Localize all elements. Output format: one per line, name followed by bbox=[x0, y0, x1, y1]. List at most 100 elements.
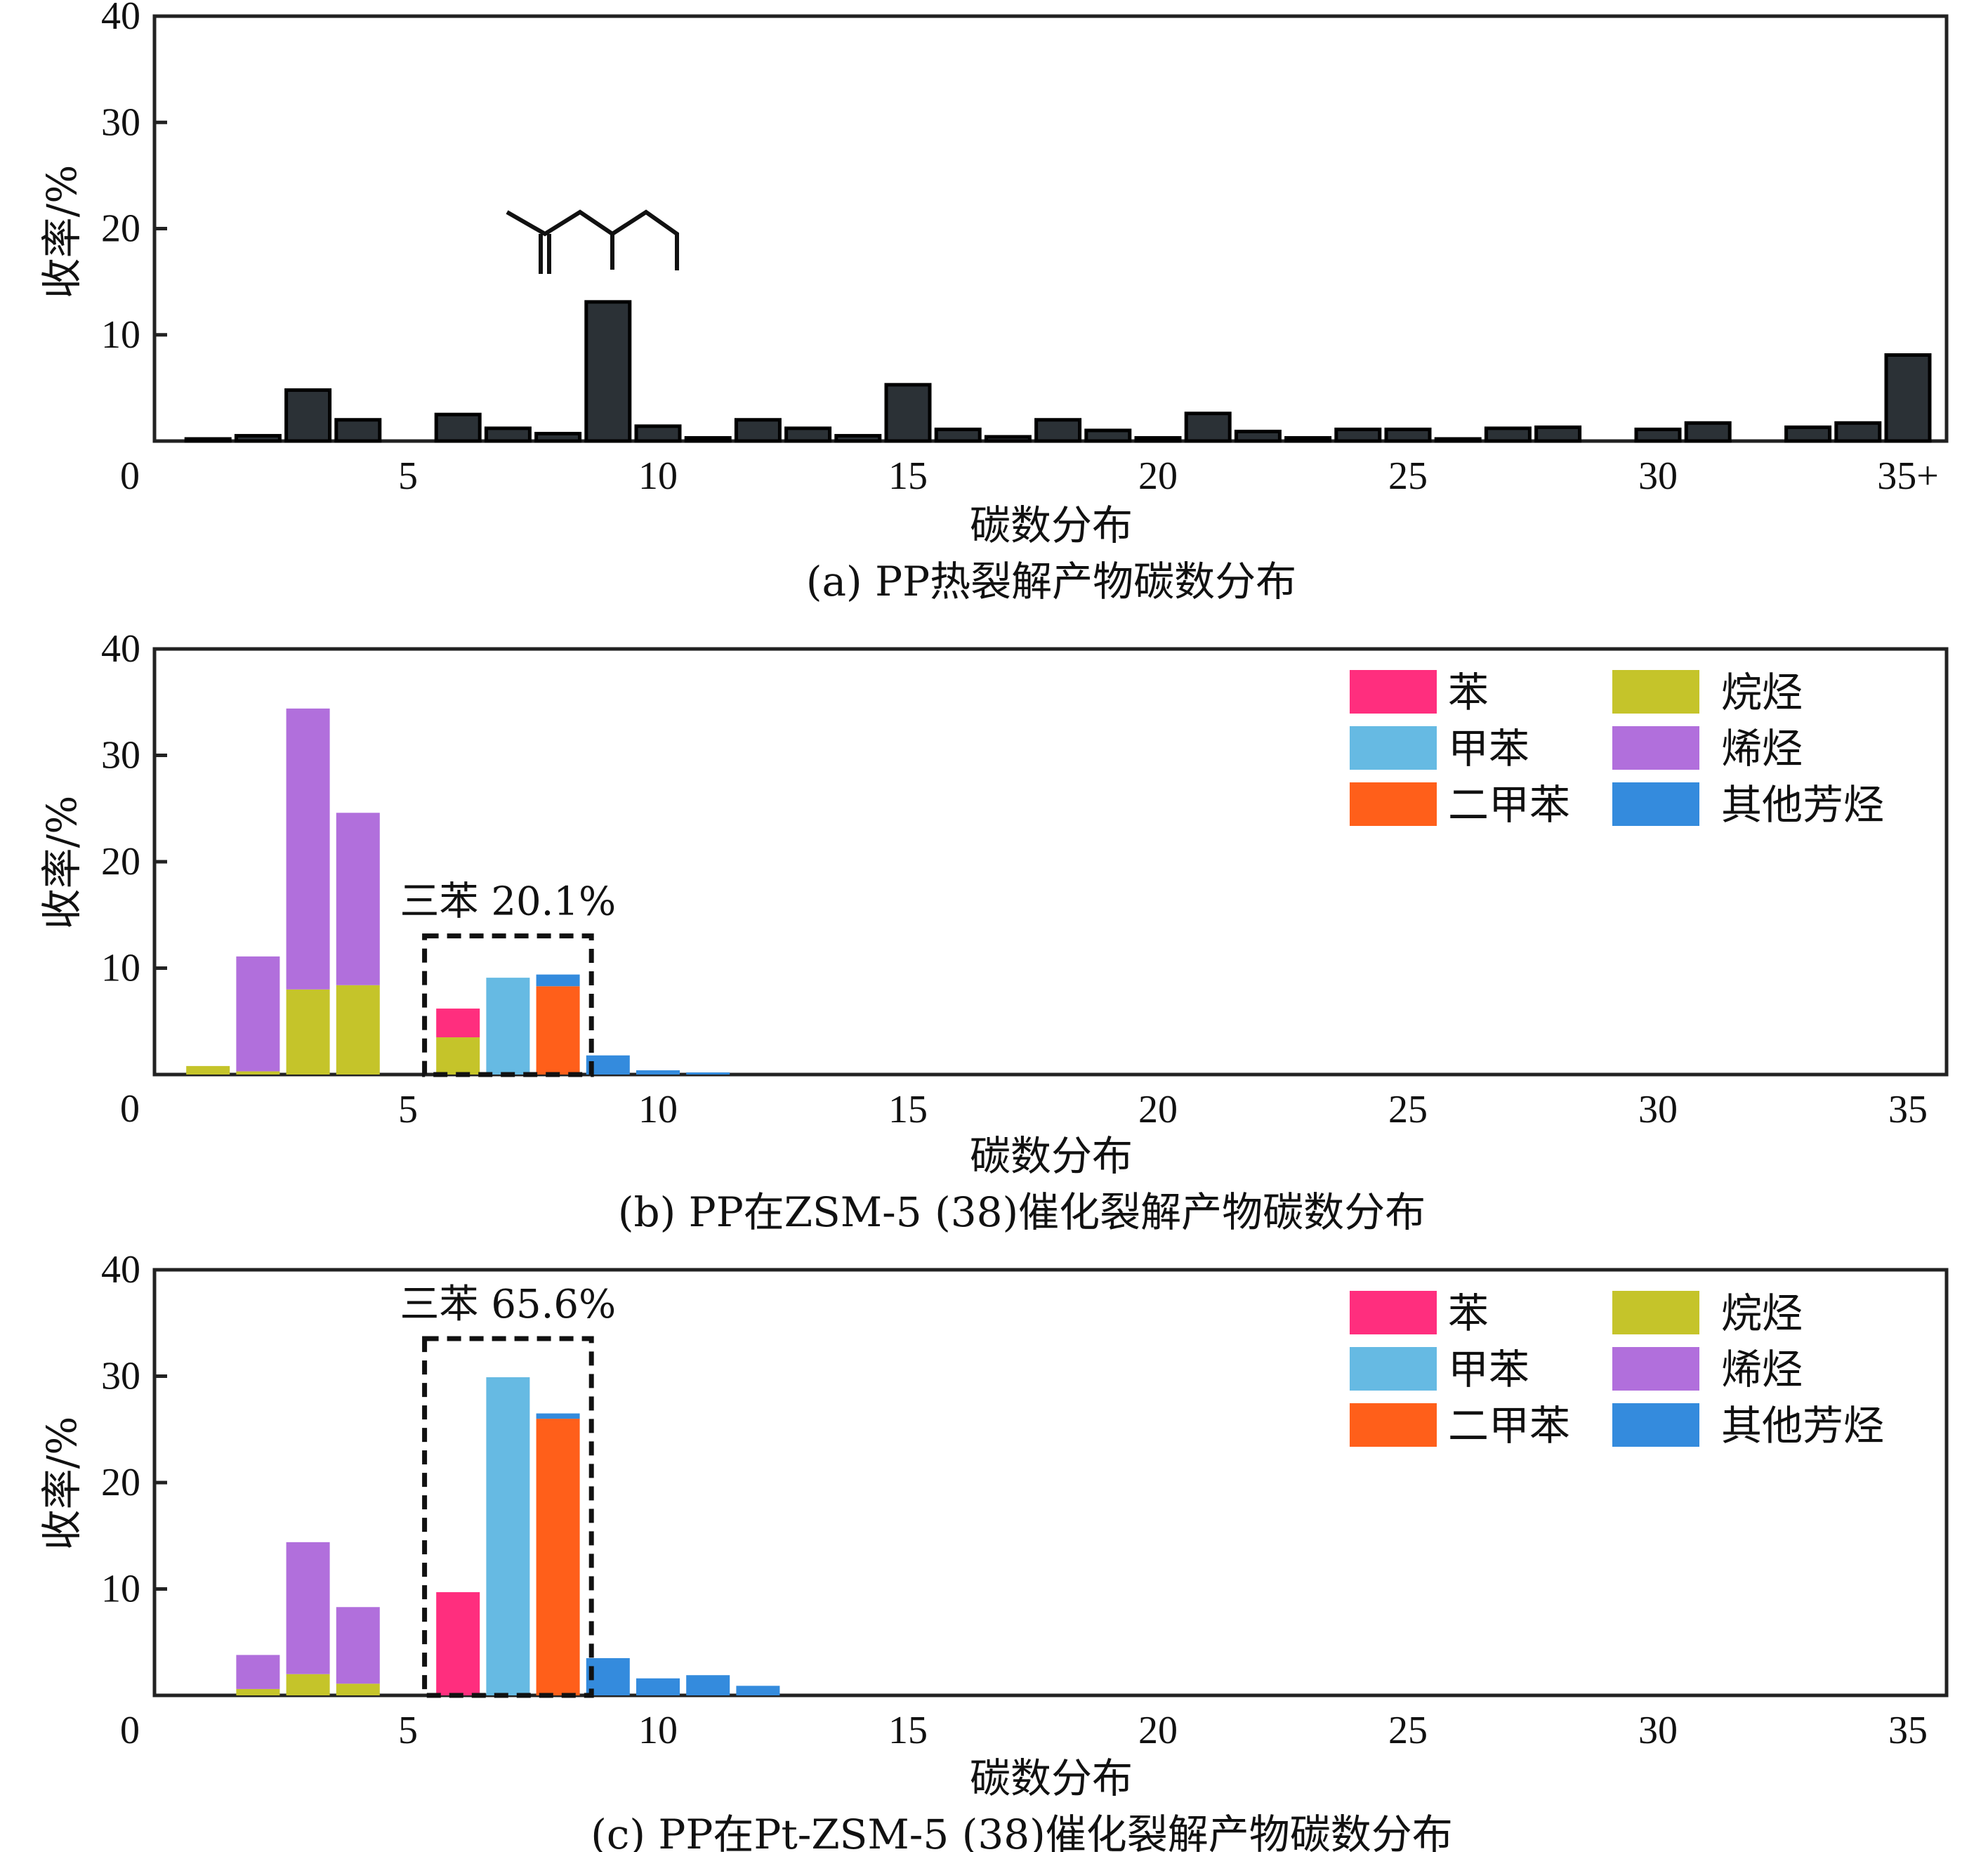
x-axis-title: 碳数分布 bbox=[970, 1754, 1133, 1802]
bar-c30 bbox=[1634, 427, 1682, 443]
legend-swatch-alkene bbox=[1612, 1347, 1699, 1391]
x-tick-label: 5 bbox=[398, 454, 418, 498]
bar-segment-other-c10 bbox=[636, 1070, 680, 1075]
x-tick-label: 30 bbox=[1638, 454, 1678, 498]
bar-segment-toluene-c7 bbox=[486, 1377, 530, 1695]
bar-c20 bbox=[1134, 435, 1182, 443]
bar-c6 bbox=[434, 412, 482, 443]
x-tick-label: 15 bbox=[888, 1088, 928, 1131]
legend-label-alkane: 烷烃 bbox=[1721, 1289, 1803, 1337]
bar-c16 bbox=[934, 427, 982, 443]
bar-segment-benzene-c6 bbox=[436, 1592, 480, 1695]
bar-segment-alkane-c1 bbox=[186, 1065, 230, 1075]
x-tick-label: 20 bbox=[1138, 1709, 1178, 1752]
bar-c7 bbox=[484, 426, 532, 443]
plot-frame bbox=[152, 14, 1949, 443]
bar-c22 bbox=[1234, 429, 1282, 443]
bar-c31 bbox=[1684, 421, 1732, 443]
bar-c18 bbox=[1034, 418, 1082, 443]
legend-label-other: 其他芳烃 bbox=[1721, 1402, 1884, 1450]
x-tick-label: 35 bbox=[1888, 1088, 1928, 1131]
bar-c28 bbox=[1534, 425, 1582, 443]
bar-c14 bbox=[834, 433, 882, 443]
bar-segment-alkane-c2 bbox=[236, 1688, 280, 1695]
y-ticks: 10 20 30 40 bbox=[101, 1248, 167, 1611]
bar-segment-other-c8 bbox=[536, 974, 580, 987]
legend-label-alkane: 烷烃 bbox=[1721, 669, 1803, 716]
bar-segment-xylene-c8 bbox=[536, 986, 580, 1075]
bar-c9 bbox=[584, 300, 632, 443]
bar-c2 bbox=[234, 433, 282, 443]
x-zero-label: 0 bbox=[120, 454, 140, 498]
x-tick-label: 35 bbox=[1888, 1709, 1928, 1752]
y-tick-label: 30 bbox=[101, 1355, 140, 1398]
legend-swatch-xylene bbox=[1350, 782, 1437, 826]
x-tick-label: 20 bbox=[1138, 1088, 1178, 1131]
x-tick-label: 10 bbox=[638, 1709, 678, 1752]
bar-segment-alkane-c4 bbox=[336, 985, 380, 1075]
legend-label-alkene: 烯烃 bbox=[1721, 1346, 1803, 1393]
highlight-box bbox=[422, 933, 594, 1077]
annotation-label: 三苯 20.1% bbox=[400, 879, 617, 925]
bar-c10 bbox=[634, 424, 682, 443]
x-zero-label: 0 bbox=[120, 1709, 140, 1752]
y-axis-title: 收率/% bbox=[38, 165, 86, 299]
bar-c3 bbox=[284, 388, 332, 443]
bar-c25 bbox=[1384, 427, 1432, 443]
bar-segment-xylene-c8 bbox=[536, 1419, 580, 1695]
annotation-label: 三苯 65.6% bbox=[400, 1282, 617, 1327]
y-tick-label: 10 bbox=[101, 947, 140, 990]
bar-segment-other-c11 bbox=[686, 1675, 730, 1695]
y-tick-label: 20 bbox=[101, 207, 140, 251]
bar-c33 bbox=[1784, 425, 1832, 443]
y-tick-label: 20 bbox=[101, 840, 140, 884]
y-axis-title: 收率/% bbox=[38, 1417, 86, 1551]
bar-c11 bbox=[684, 435, 732, 443]
legend-swatch-toluene bbox=[1350, 726, 1437, 770]
legend-label-other: 其他芳烃 bbox=[1721, 781, 1884, 829]
panel-caption: (b) PP在ZSM-5 (38)催化裂解产物碳数分布 bbox=[618, 1188, 1426, 1236]
y-tick-label: 10 bbox=[101, 313, 140, 357]
bar-segment-alkene-c4 bbox=[336, 1607, 380, 1684]
panel-caption: (a) PP热裂解产物碳数分布 bbox=[806, 558, 1296, 605]
bar-segment-other-c8 bbox=[536, 1413, 580, 1419]
bar-c15 bbox=[884, 383, 932, 443]
bars bbox=[184, 300, 1932, 443]
legend-label-toluene: 甲苯 bbox=[1448, 1346, 1529, 1393]
y-axis-title: 收率/% bbox=[38, 796, 86, 930]
legend-swatch-benzene bbox=[1350, 670, 1437, 714]
bar-segment-other-c10 bbox=[636, 1678, 680, 1695]
legend-label-toluene: 甲苯 bbox=[1448, 725, 1529, 773]
panel-caption: (c) PP在Pt-ZSM-5 (38)催化裂解产物碳数分布 bbox=[591, 1811, 1453, 1852]
bar-c17 bbox=[984, 435, 1032, 443]
bar-segment-alkene-c4 bbox=[336, 813, 380, 985]
legend-label-benzene: 苯 bbox=[1448, 1289, 1489, 1337]
bar-c19 bbox=[1084, 428, 1132, 443]
bar-c34 bbox=[1834, 421, 1882, 443]
bar-segment-benzene-c6 bbox=[436, 1009, 480, 1037]
bar-segment-alkane-c6 bbox=[436, 1037, 480, 1075]
x-tick-label: 25 bbox=[1388, 454, 1428, 498]
bar-c1 bbox=[184, 437, 232, 443]
bar-segment-other-c12 bbox=[736, 1686, 780, 1695]
bar-segment-alkene-c2 bbox=[236, 1655, 280, 1689]
bar-c12 bbox=[734, 418, 782, 443]
y-tick-label: 20 bbox=[101, 1461, 140, 1504]
y-tick-label: 40 bbox=[101, 627, 140, 671]
x-tick-label: 20 bbox=[1138, 454, 1178, 498]
x-tick-label: 5 bbox=[398, 1709, 418, 1752]
x-ticks: 5 10 15 20 25 30 35+ bbox=[398, 454, 1939, 498]
x-axis-title: 碳数分布 bbox=[970, 1132, 1133, 1180]
bar-segment-alkane-c2 bbox=[236, 1071, 280, 1075]
bar-segment-toluene-c7 bbox=[486, 978, 530, 1075]
x-tick-label: 15 bbox=[888, 1709, 928, 1752]
bar-segment-alkane-c3 bbox=[286, 1674, 330, 1695]
legend-swatch-alkene bbox=[1612, 726, 1699, 770]
bar-segment-alkane-c3 bbox=[286, 989, 330, 1075]
legend-label-benzene: 苯 bbox=[1448, 669, 1489, 716]
y-tick-label: 10 bbox=[101, 1568, 140, 1611]
